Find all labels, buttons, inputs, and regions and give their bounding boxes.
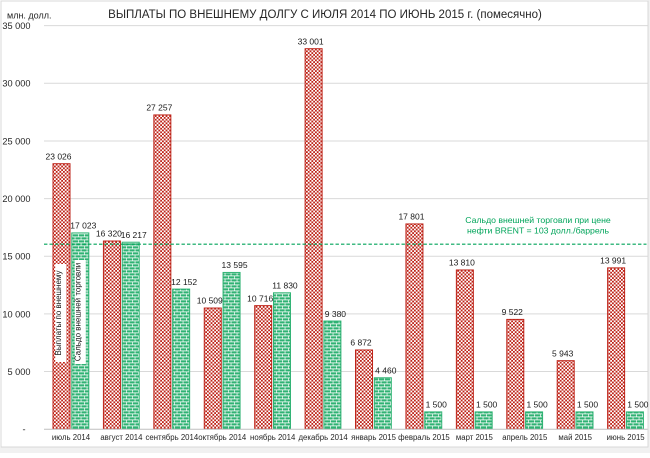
svg-text:33 001: 33 001 — [298, 36, 324, 46]
svg-text:1 500: 1 500 — [627, 400, 649, 410]
svg-text:9 380: 9 380 — [325, 309, 347, 319]
svg-text:май 2015: май 2015 — [558, 433, 592, 442]
svg-text:10 716: 10 716 — [247, 293, 273, 303]
svg-text:10 000: 10 000 — [2, 309, 30, 319]
svg-text:12 152: 12 152 — [171, 277, 197, 287]
svg-text:30 000: 30 000 — [2, 79, 30, 89]
svg-text:17 023: 17 023 — [70, 221, 96, 231]
svg-text:5 000: 5 000 — [8, 367, 31, 377]
svg-text:август 2014: август 2014 — [100, 433, 143, 442]
svg-text:35 000: 35 000 — [2, 21, 30, 31]
svg-text:Выплаты по внешнему: Выплаты по внешнему — [54, 271, 63, 356]
svg-text:25 000: 25 000 — [2, 136, 30, 146]
svg-text:млн. долл.: млн. долл. — [7, 10, 51, 20]
svg-text:июль 2014: июль 2014 — [52, 433, 91, 442]
svg-text:17 801: 17 801 — [398, 212, 424, 222]
svg-text:5 943: 5 943 — [552, 348, 574, 358]
svg-text:ВЫПЛАТЫ ПО ВНЕШНЕМУ ДОЛГУ С ИЮ: ВЫПЛАТЫ ПО ВНЕШНЕМУ ДОЛГУ С ИЮЛЯ 2014 ПО… — [108, 9, 542, 21]
svg-text:нефти BRENT = 103 долл./баррел: нефти BRENT = 103 долл./баррель — [467, 226, 609, 236]
svg-text:23 026: 23 026 — [46, 151, 72, 161]
svg-text:13 595: 13 595 — [222, 260, 248, 270]
svg-text:декабрь 2014: декабрь 2014 — [299, 433, 349, 442]
svg-text:январь 2015: январь 2015 — [351, 433, 396, 442]
svg-text:Сальдо внешней торговли: Сальдо внешней торговли — [73, 263, 82, 361]
svg-text:4 460: 4 460 — [375, 365, 397, 375]
svg-text:Сальдо внешней торговли при це: Сальдо внешней торговли при цене — [465, 215, 611, 225]
svg-text:27 257: 27 257 — [146, 103, 172, 113]
svg-text:16 217: 16 217 — [121, 230, 147, 240]
svg-text:1 500: 1 500 — [476, 400, 498, 410]
svg-text:15 000: 15 000 — [2, 252, 30, 262]
svg-text:13 991: 13 991 — [600, 256, 626, 266]
svg-text:октябрь 2014: октябрь 2014 — [198, 433, 247, 442]
svg-text:6 872: 6 872 — [350, 338, 372, 348]
svg-text:13 810: 13 810 — [449, 258, 475, 268]
svg-text:апрель 2015: апрель 2015 — [502, 433, 548, 442]
svg-text:сентябрь 2014: сентябрь 2014 — [145, 433, 198, 442]
svg-text:1 500: 1 500 — [526, 400, 548, 410]
svg-text:июнь 2015: июнь 2015 — [607, 433, 646, 442]
svg-text:ноябрь 2014: ноябрь 2014 — [250, 433, 296, 442]
svg-text:февраль 2015: февраль 2015 — [398, 433, 450, 442]
svg-text:16 320: 16 320 — [96, 229, 122, 239]
svg-text:-: - — [22, 425, 25, 435]
svg-text:1 500: 1 500 — [577, 400, 599, 410]
svg-text:20 000: 20 000 — [2, 194, 30, 204]
svg-text:март 2015: март 2015 — [456, 433, 494, 442]
svg-text:10 509: 10 509 — [197, 296, 223, 306]
svg-text:11 830: 11 830 — [272, 281, 298, 291]
svg-text:1 500: 1 500 — [426, 400, 448, 410]
svg-text:9 522: 9 522 — [502, 307, 524, 317]
